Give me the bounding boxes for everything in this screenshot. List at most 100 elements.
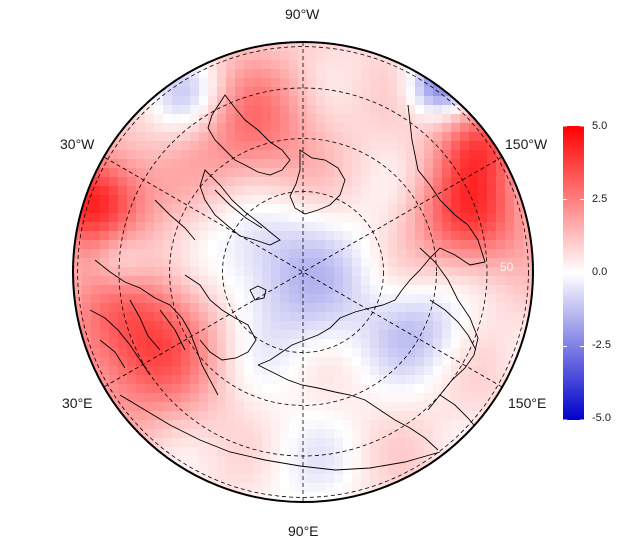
anomaly-cell bbox=[343, 321, 353, 331]
anomaly-cell bbox=[127, 132, 137, 142]
anomaly-cell bbox=[334, 447, 344, 457]
anomaly-cell bbox=[397, 231, 407, 241]
anomaly-cell bbox=[82, 249, 92, 259]
anomaly-cell bbox=[406, 375, 416, 385]
anomaly-cell bbox=[415, 195, 425, 205]
anomaly-cell bbox=[469, 438, 479, 448]
anomaly-cell bbox=[415, 231, 425, 241]
anomaly-cell bbox=[487, 384, 497, 394]
anomaly-cell bbox=[496, 267, 506, 277]
anomaly-cell bbox=[181, 384, 191, 394]
anomaly-cell bbox=[379, 87, 389, 97]
anomaly-cell bbox=[181, 51, 191, 61]
anomaly-cell bbox=[388, 456, 398, 466]
anomaly-cell bbox=[109, 420, 119, 430]
anomaly-cell bbox=[352, 105, 362, 115]
anomaly-cell bbox=[523, 87, 533, 97]
anomaly-cell bbox=[370, 123, 380, 133]
anomaly-cell bbox=[334, 366, 344, 376]
anomaly-cell bbox=[172, 456, 182, 466]
anomaly-cell bbox=[316, 213, 326, 223]
anomaly-cell bbox=[514, 438, 524, 448]
anomaly-cell bbox=[100, 222, 110, 232]
anomaly-cell bbox=[154, 240, 164, 250]
anomaly-cell bbox=[163, 87, 173, 97]
anomaly-cell bbox=[316, 447, 326, 457]
anomaly-cell bbox=[406, 357, 416, 367]
anomaly-cell bbox=[343, 276, 353, 286]
anomaly-cell bbox=[406, 159, 416, 169]
anomaly-cell bbox=[208, 60, 218, 70]
anomaly-cell bbox=[73, 375, 83, 385]
anomaly-cell bbox=[316, 276, 326, 286]
lon-label-lower-left: 30°E bbox=[62, 395, 93, 411]
anomaly-cell bbox=[460, 339, 470, 349]
anomaly-cell bbox=[406, 402, 416, 412]
anomaly-cell bbox=[487, 393, 497, 403]
anomaly-cell bbox=[532, 60, 533, 70]
anomaly-cell bbox=[334, 42, 344, 52]
anomaly-cell bbox=[199, 303, 209, 313]
anomaly-cell bbox=[127, 348, 137, 358]
anomaly-cell bbox=[361, 87, 371, 97]
anomaly-cell bbox=[487, 249, 497, 259]
anomaly-cell bbox=[442, 51, 452, 61]
anomaly-cell bbox=[136, 420, 146, 430]
anomaly-cell bbox=[523, 357, 533, 367]
anomaly-cell bbox=[208, 105, 218, 115]
anomaly-cell bbox=[352, 438, 362, 448]
anomaly-cell bbox=[532, 42, 533, 52]
anomaly-cell bbox=[91, 69, 101, 79]
anomaly-cell bbox=[415, 339, 425, 349]
anomaly-cell bbox=[100, 51, 110, 61]
anomaly-cell bbox=[460, 231, 470, 241]
anomaly-cell bbox=[172, 60, 182, 70]
anomaly-cell bbox=[460, 294, 470, 304]
anomaly-cell bbox=[523, 420, 533, 430]
anomaly-cell bbox=[334, 492, 344, 502]
anomaly-cell bbox=[334, 294, 344, 304]
anomaly-cell bbox=[460, 330, 470, 340]
anomaly-cell bbox=[100, 366, 110, 376]
anomaly-cell bbox=[325, 78, 335, 88]
anomaly-cell bbox=[127, 51, 137, 61]
anomaly-cell bbox=[325, 348, 335, 358]
colorbar-tick-label: -5.0 bbox=[592, 412, 611, 424]
anomaly-cell bbox=[442, 303, 452, 313]
anomaly-cell bbox=[496, 87, 506, 97]
anomaly-cell bbox=[226, 204, 236, 214]
anomaly-cell bbox=[235, 330, 245, 340]
anomaly-cell bbox=[109, 267, 119, 277]
anomaly-cell bbox=[352, 375, 362, 385]
anomaly-cell bbox=[136, 393, 146, 403]
anomaly-cell bbox=[127, 96, 137, 106]
anomaly-cell bbox=[469, 303, 479, 313]
anomaly-cell bbox=[298, 240, 308, 250]
anomaly-cell bbox=[415, 330, 425, 340]
anomaly-cell bbox=[388, 231, 398, 241]
anomaly-cell bbox=[91, 474, 101, 484]
anomaly-cell bbox=[235, 393, 245, 403]
anomaly-cell bbox=[163, 159, 173, 169]
anomaly-cell bbox=[469, 150, 479, 160]
anomaly-cell bbox=[343, 474, 353, 484]
colorbar-tick-label: -2.5 bbox=[592, 339, 611, 351]
anomaly-cell bbox=[154, 285, 164, 295]
anomaly-cell bbox=[208, 339, 218, 349]
anomaly-cell bbox=[208, 312, 218, 322]
anomaly-cell bbox=[478, 357, 488, 367]
anomaly-cell bbox=[424, 204, 434, 214]
anomaly-cell bbox=[109, 492, 119, 502]
anomaly-cell bbox=[370, 501, 380, 502]
anomaly-cell bbox=[316, 393, 326, 403]
anomaly-cell bbox=[217, 348, 227, 358]
anomaly-cell bbox=[208, 429, 218, 439]
anomaly-cell bbox=[379, 114, 389, 124]
anomaly-cell bbox=[172, 177, 182, 187]
anomaly-cell bbox=[280, 240, 290, 250]
anomaly-cell bbox=[316, 258, 326, 268]
anomaly-cell bbox=[478, 42, 488, 52]
anomaly-cell bbox=[397, 429, 407, 439]
anomaly-cell bbox=[397, 141, 407, 151]
anomaly-cell bbox=[172, 150, 182, 160]
